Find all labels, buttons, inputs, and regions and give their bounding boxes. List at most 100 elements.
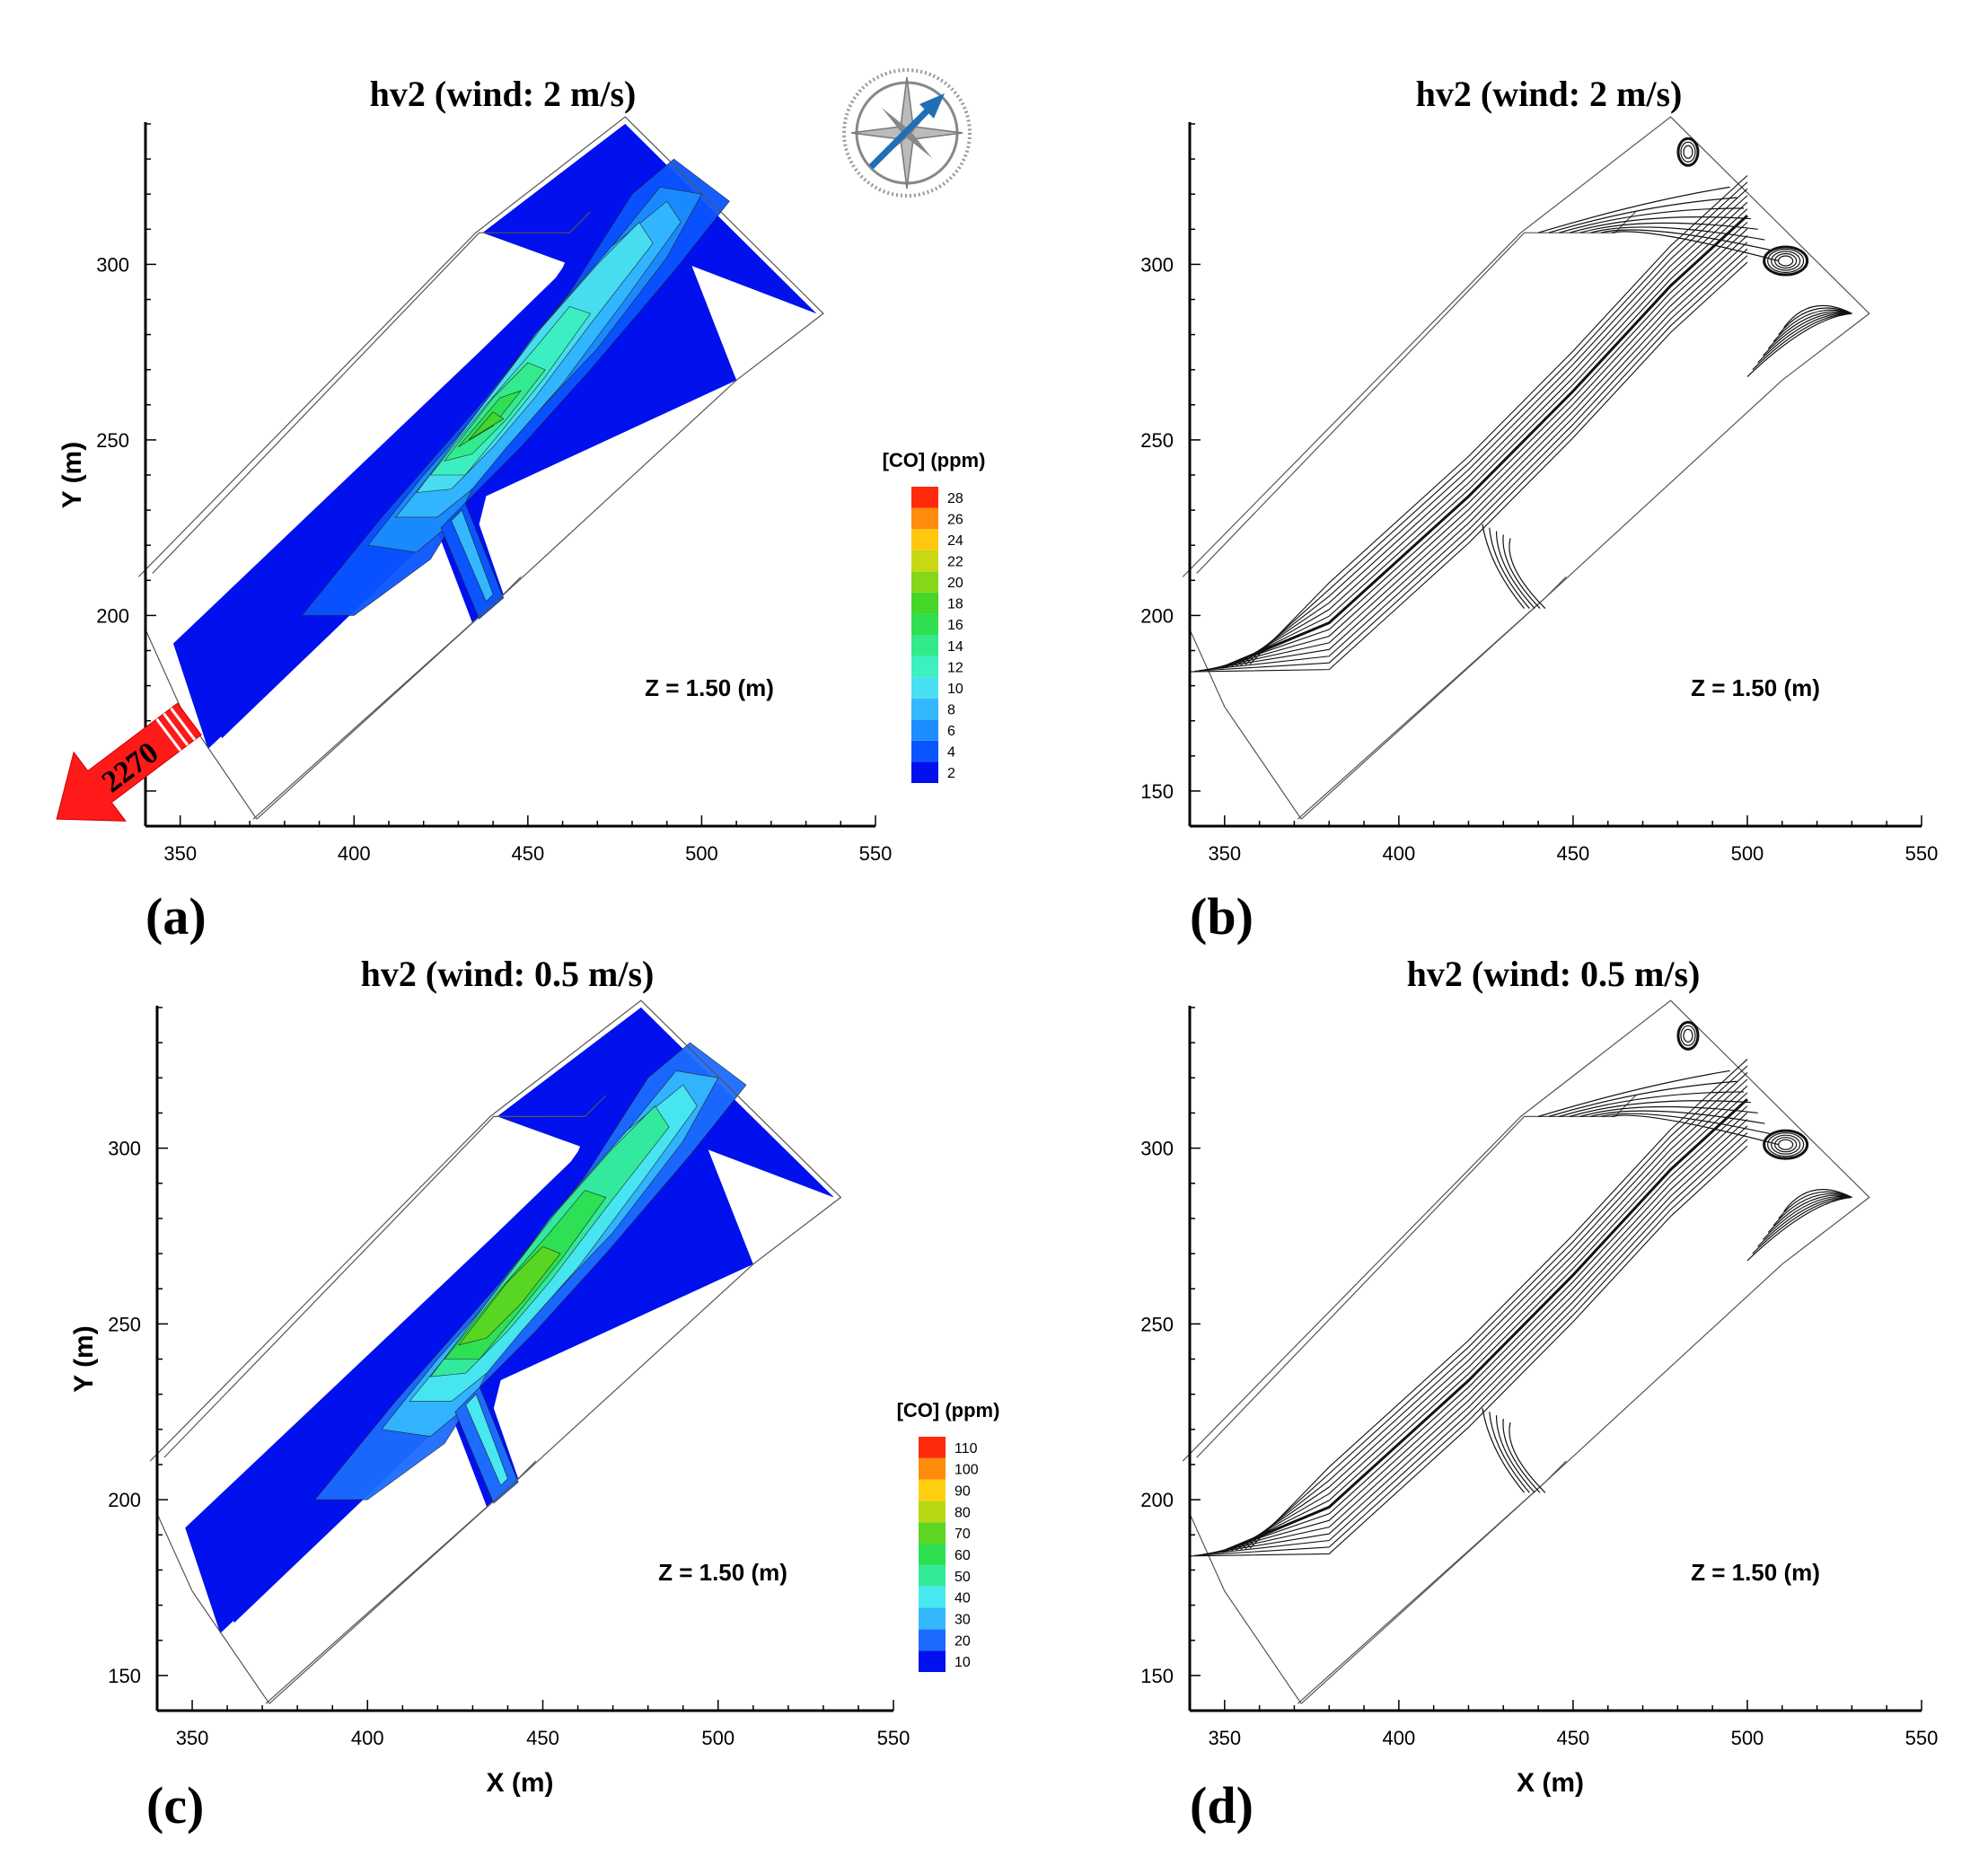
contour-level-band: [451, 509, 494, 603]
building-edge: [268, 1460, 537, 1704]
y-tick-label: 200: [1140, 1489, 1174, 1511]
y-tick-label: 300: [1140, 253, 1174, 276]
traffic-arrow-shape: [56, 702, 202, 822]
legend-swatch: [919, 1629, 946, 1651]
legend-level-label: 40: [954, 1591, 971, 1606]
y-tick-label: 200: [1140, 604, 1174, 627]
panel-label: (d): [1190, 1776, 1253, 1835]
y-tick-label: 150: [108, 1665, 141, 1687]
streamline: [1245, 1065, 1748, 1550]
streamline: [1579, 222, 1758, 233]
traffic-arrow-stripe: [163, 712, 189, 746]
streamline: [1778, 1191, 1852, 1219]
streamline: [1190, 261, 1748, 673]
y-tick-label: 250: [1140, 1313, 1174, 1335]
streamline: [1190, 1145, 1748, 1557]
y-tick-label: 300: [108, 1138, 141, 1160]
legend-level-label: 70: [954, 1527, 971, 1542]
x-tick-label: 550: [1905, 842, 1939, 865]
legend-level-label: 30: [954, 1612, 971, 1627]
legend-level-label: 28: [947, 491, 963, 506]
streamline: [1203, 1125, 1748, 1555]
streamline: [1240, 1072, 1748, 1550]
streamline: [1548, 197, 1737, 233]
streamline: [1231, 201, 1748, 667]
x-tick-label: 550: [1905, 1727, 1939, 1749]
y-axis-title: Y (m): [57, 442, 87, 508]
streamline: [1249, 1059, 1748, 1549]
x-tick-label: 500: [1731, 842, 1764, 865]
streamline: [1762, 1195, 1852, 1240]
streamline: [1227, 1092, 1748, 1552]
streamline: [1537, 186, 1730, 233]
legend-swatch: [911, 635, 938, 656]
x-tick-label: 350: [1208, 842, 1241, 865]
panel-title: hv2 (wind: 0.5 m/s): [1407, 954, 1701, 994]
y-tick-label: 150: [1140, 780, 1174, 803]
streamline: [1746, 312, 1852, 377]
streamline-group: [1190, 1020, 1852, 1557]
streamline: [1482, 524, 1526, 609]
streamline: [1509, 538, 1546, 610]
x-tick-label: 350: [163, 842, 197, 865]
contour-level-band: [468, 411, 505, 441]
streamline: [1208, 234, 1748, 670]
streamline: [1509, 1421, 1546, 1493]
traffic-arrow: 2270: [56, 702, 202, 822]
vortex-ring: [1767, 1132, 1805, 1157]
streamline: [1217, 1105, 1748, 1553]
legend-swatch: [911, 761, 938, 783]
legend-level-label: 18: [947, 597, 963, 612]
legend-level-label: 90: [954, 1484, 971, 1500]
streamline: [1502, 534, 1541, 609]
legend-level-label: 20: [954, 1633, 971, 1649]
y-tick-label: 250: [108, 1313, 141, 1335]
streamline: [1579, 1105, 1758, 1117]
vortex-ring: [1774, 252, 1798, 269]
streamline: [1236, 195, 1748, 666]
vortex-ring: [1763, 245, 1809, 277]
streamline: [1240, 188, 1748, 666]
legend-swatch: [919, 1501, 946, 1523]
x-tick-label: 450: [511, 842, 544, 865]
x-axis-title: X (m): [1517, 1768, 1584, 1798]
legend-swatch: [911, 529, 938, 550]
z-level-annotation: Z = 1.50 (m): [658, 1559, 787, 1586]
streamline: [1231, 1085, 1748, 1552]
streamline: [1757, 312, 1852, 364]
streamline: [1482, 1408, 1526, 1493]
vortex-ring: [1676, 136, 1700, 167]
building-edge: [163, 1095, 607, 1458]
legend-swatch: [911, 656, 938, 678]
streamline: [1217, 222, 1748, 669]
streamline: [1590, 1110, 1765, 1124]
x-tick-label: 500: [685, 842, 718, 865]
z-level-annotation: Z = 1.50 (m): [645, 674, 774, 701]
panel-label: (a): [145, 887, 207, 946]
streamline: [1752, 1196, 1852, 1254]
legend-level-label: 8: [947, 703, 955, 718]
x-tick-label: 350: [176, 1727, 209, 1749]
y-tick-label: 250: [96, 429, 129, 452]
domain-outline: [1189, 629, 1302, 820]
streamline: [1199, 1131, 1748, 1556]
building-edge: [1300, 1460, 1567, 1704]
domain-outline: [156, 1513, 270, 1704]
streamline: [1245, 181, 1748, 665]
legend-level-label: 6: [947, 724, 955, 739]
legend-title: [CO] (ppm): [883, 449, 986, 471]
vortex-ring: [1683, 1028, 1693, 1043]
legend-swatch: [911, 571, 938, 593]
traffic-arrow-stripe: [155, 717, 182, 752]
legend-swatch: [911, 507, 938, 530]
legend-level-label: 10: [954, 1655, 971, 1670]
y-tick-label: 200: [96, 604, 129, 627]
legend-swatch: [919, 1586, 946, 1608]
legend-level-label: 50: [954, 1570, 971, 1585]
x-tick-label: 400: [1382, 1727, 1415, 1749]
x-tick-label: 500: [701, 1727, 735, 1749]
wind-direction-arrowhead: [919, 93, 945, 119]
x-tick-label: 450: [1557, 842, 1590, 865]
legend-level-label: 16: [947, 618, 963, 633]
panel-title: hv2 (wind: 2 m/s): [1416, 74, 1683, 114]
